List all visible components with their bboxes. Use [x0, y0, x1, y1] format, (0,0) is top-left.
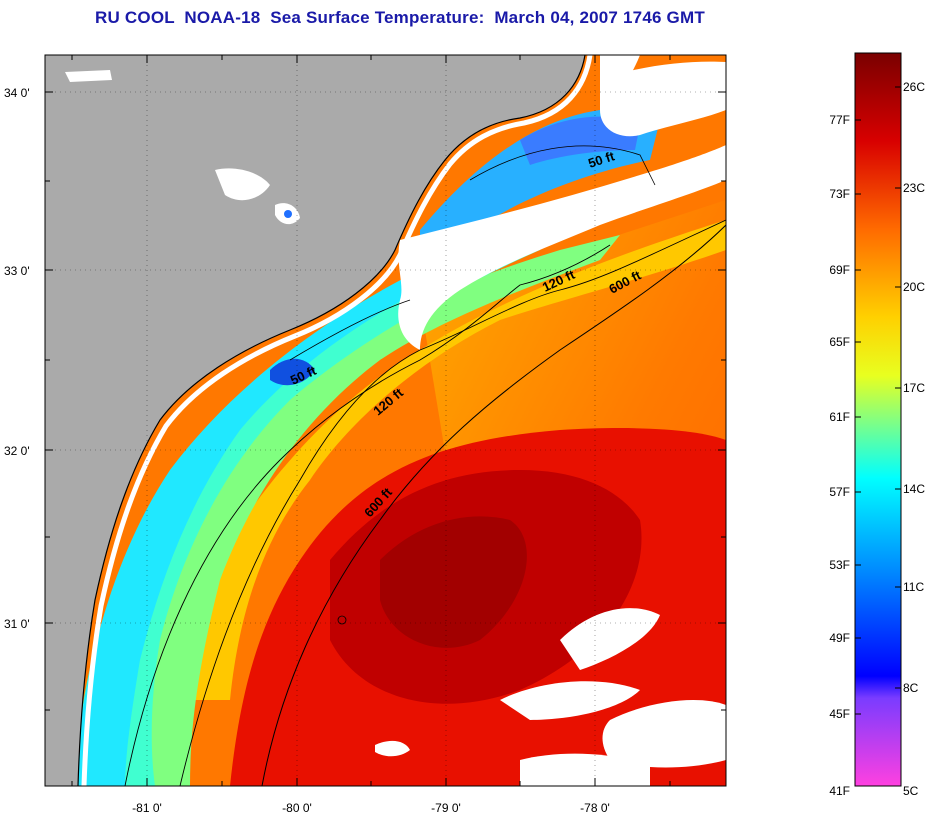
cloud-patch	[375, 740, 410, 757]
land-mass	[45, 55, 585, 786]
gulf-stream-deep	[380, 516, 527, 648]
graticule	[45, 55, 726, 786]
coastal-strip	[81, 55, 593, 786]
land-cloud	[600, 55, 640, 110]
colorbar-c-label: 5C	[903, 784, 919, 798]
cloud-band	[398, 145, 726, 350]
colorbar-frame	[854, 52, 902, 787]
isobath-600ft	[261, 224, 726, 786]
isobath-120ft	[124, 244, 611, 786]
cloud-patch	[560, 608, 660, 670]
colorbar-c-label: 8C	[903, 681, 919, 695]
colorbar: 77F 73F 69F 65F 61F 57F 53F 49F 45F 41F …	[829, 52, 925, 798]
colorbar-f-label: 65F	[829, 335, 850, 349]
land-cloud	[65, 70, 112, 82]
colorbar-c-label: 26C	[903, 80, 925, 94]
cloud-patch	[602, 700, 726, 768]
lon-label: -81 0'	[132, 801, 162, 815]
lon-label: -78 0'	[580, 801, 610, 815]
cloud-northeast	[600, 61, 726, 137]
nearshore-blue-patch	[270, 358, 315, 386]
colorbar-ticks	[855, 86, 901, 715]
isobath-120ft-outer	[179, 219, 726, 786]
colorbar-f-label: 61F	[829, 410, 850, 424]
lake-patch	[284, 210, 292, 218]
map-ticks	[45, 55, 726, 786]
map-frame	[44, 54, 727, 787]
coastline	[77, 55, 586, 786]
lat-label: 33 0'	[4, 264, 30, 278]
colorbar-gradient	[855, 53, 901, 786]
lon-label: -79 0'	[431, 801, 461, 815]
isobath-50ft-north	[469, 145, 656, 186]
land-cloud	[215, 168, 270, 201]
seamount-contour	[337, 615, 347, 625]
lat-label: 32 0'	[4, 444, 30, 458]
isobath-50ft	[289, 299, 411, 361]
colorbar-c-label: 14C	[903, 482, 925, 496]
colorbar-f-label: 41F	[829, 784, 850, 798]
lat-label: 34 0'	[4, 86, 30, 100]
colorbar-f-label: 57F	[829, 485, 850, 499]
nearshore-cyan	[75, 245, 470, 786]
lat-label: 31 0'	[4, 617, 30, 631]
sst-map	[45, 55, 726, 786]
colorbar-f-label: 49F	[829, 631, 850, 645]
lon-label: -80 0'	[282, 801, 312, 815]
colorbar-f-label: 77F	[829, 113, 850, 127]
colorbar-f-label: 45F	[829, 707, 850, 721]
map-title: RU COOL NOAA-18 Sea Surface Temperature:…	[95, 8, 705, 27]
colorbar-c-label: 11C	[903, 580, 924, 594]
colorbar-f-label: 73F	[829, 187, 850, 201]
colorbar-f-label: 53F	[829, 558, 850, 572]
cloud-patch	[520, 753, 650, 786]
midshelf-band	[150, 220, 726, 700]
colorbar-c-label: 23C	[903, 181, 925, 195]
colorbar-f-label: 69F	[829, 263, 850, 277]
cloud-patch	[500, 681, 640, 720]
colorbar-c-label: 17C	[903, 381, 925, 395]
colorbar-c-label: 20C	[903, 280, 925, 294]
